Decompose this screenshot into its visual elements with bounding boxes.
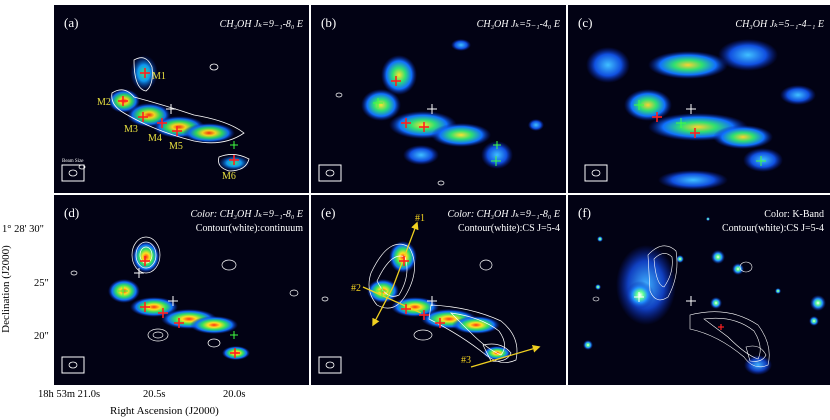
- panel-b: (b) CH₃OH Jₖ=5₋₁-4₀ E: [311, 5, 566, 193]
- core-m6: M6: [222, 171, 236, 182]
- y-tick-30: 1° 28' 30": [2, 224, 44, 235]
- beam-size-label: Beam Size: [62, 159, 84, 164]
- panel-c: (c) CH₃OH Jₖ=5₋₁-4₋₁ E: [568, 5, 830, 193]
- y-axis-label: Declination (J2000): [0, 245, 12, 333]
- panel-c-letter: (c): [578, 15, 592, 30]
- panel-b-label: CH₃OH Jₖ=5₋₁-4₀ E: [477, 19, 560, 30]
- core-m1: M1: [152, 71, 166, 82]
- y-tick-20: 20": [34, 331, 49, 342]
- panel-f-label2: Contour(white):CS J=5-4: [722, 223, 824, 234]
- panel-d: (d) Color: CH₃OH Jₖ=9₋₁-8₀ E Contour(whi…: [54, 195, 309, 385]
- y-tick-25: 25": [34, 278, 49, 289]
- x-tick-21: 18h 53m 21.0s: [38, 389, 101, 400]
- panel-d-letter: (d): [64, 205, 79, 220]
- core-m5: M5: [169, 141, 183, 152]
- panel-a-label: CH₃OH Jₖ=9₋₁-8₀ E: [220, 19, 303, 30]
- beam-box-b: [318, 164, 342, 182]
- core-m2: M2: [97, 97, 111, 108]
- outflow-2: #2: [351, 283, 361, 294]
- panel-d-label: Color: CH₃OH Jₖ=9₋₁-8₀ E: [191, 209, 304, 220]
- panel-f: (f) Color: K-Band Contour(white):CS J=5-…: [568, 195, 830, 385]
- x-tick-205: 20.5s: [143, 389, 166, 400]
- outflow-1: #1: [415, 213, 425, 224]
- beam-box-d: [61, 356, 85, 374]
- beam-box-a: [61, 164, 85, 182]
- beam-box-c: [584, 164, 608, 182]
- x-axis-label: Right Ascension (J2000): [110, 405, 219, 417]
- beam-box-e: [318, 356, 342, 374]
- core-m3: M3: [124, 124, 138, 135]
- panel-e-letter: (e): [321, 205, 335, 220]
- panel-c-label: CH₃OH Jₖ=5₋₁-4₋₁ E: [735, 19, 824, 30]
- panel-a: (a) CH₃OH Jₖ=9₋₁-8₀ E M1 M2 M3 M4 M5 M6 …: [54, 5, 309, 193]
- x-tick-20: 20.0s: [223, 389, 246, 400]
- panel-e: (e) Color: CH₃OH Jₖ=9₋₁-8₀ E Contour(whi…: [311, 195, 566, 385]
- panel-e-label2: Contour(white):CS J=5-4: [458, 223, 560, 234]
- panel-e-label: Color: CH₃OH Jₖ=9₋₁-8₀ E: [448, 209, 561, 220]
- core-m4: M4: [148, 133, 162, 144]
- panel-f-label: Color: K-Band: [764, 209, 824, 220]
- outflow-3: #3: [461, 355, 471, 366]
- panel-b-letter: (b): [321, 15, 336, 30]
- panel-a-letter: (a): [64, 15, 78, 30]
- panel-d-label2: Contour(white):continuum: [196, 223, 303, 234]
- panel-f-letter: (f): [578, 205, 591, 220]
